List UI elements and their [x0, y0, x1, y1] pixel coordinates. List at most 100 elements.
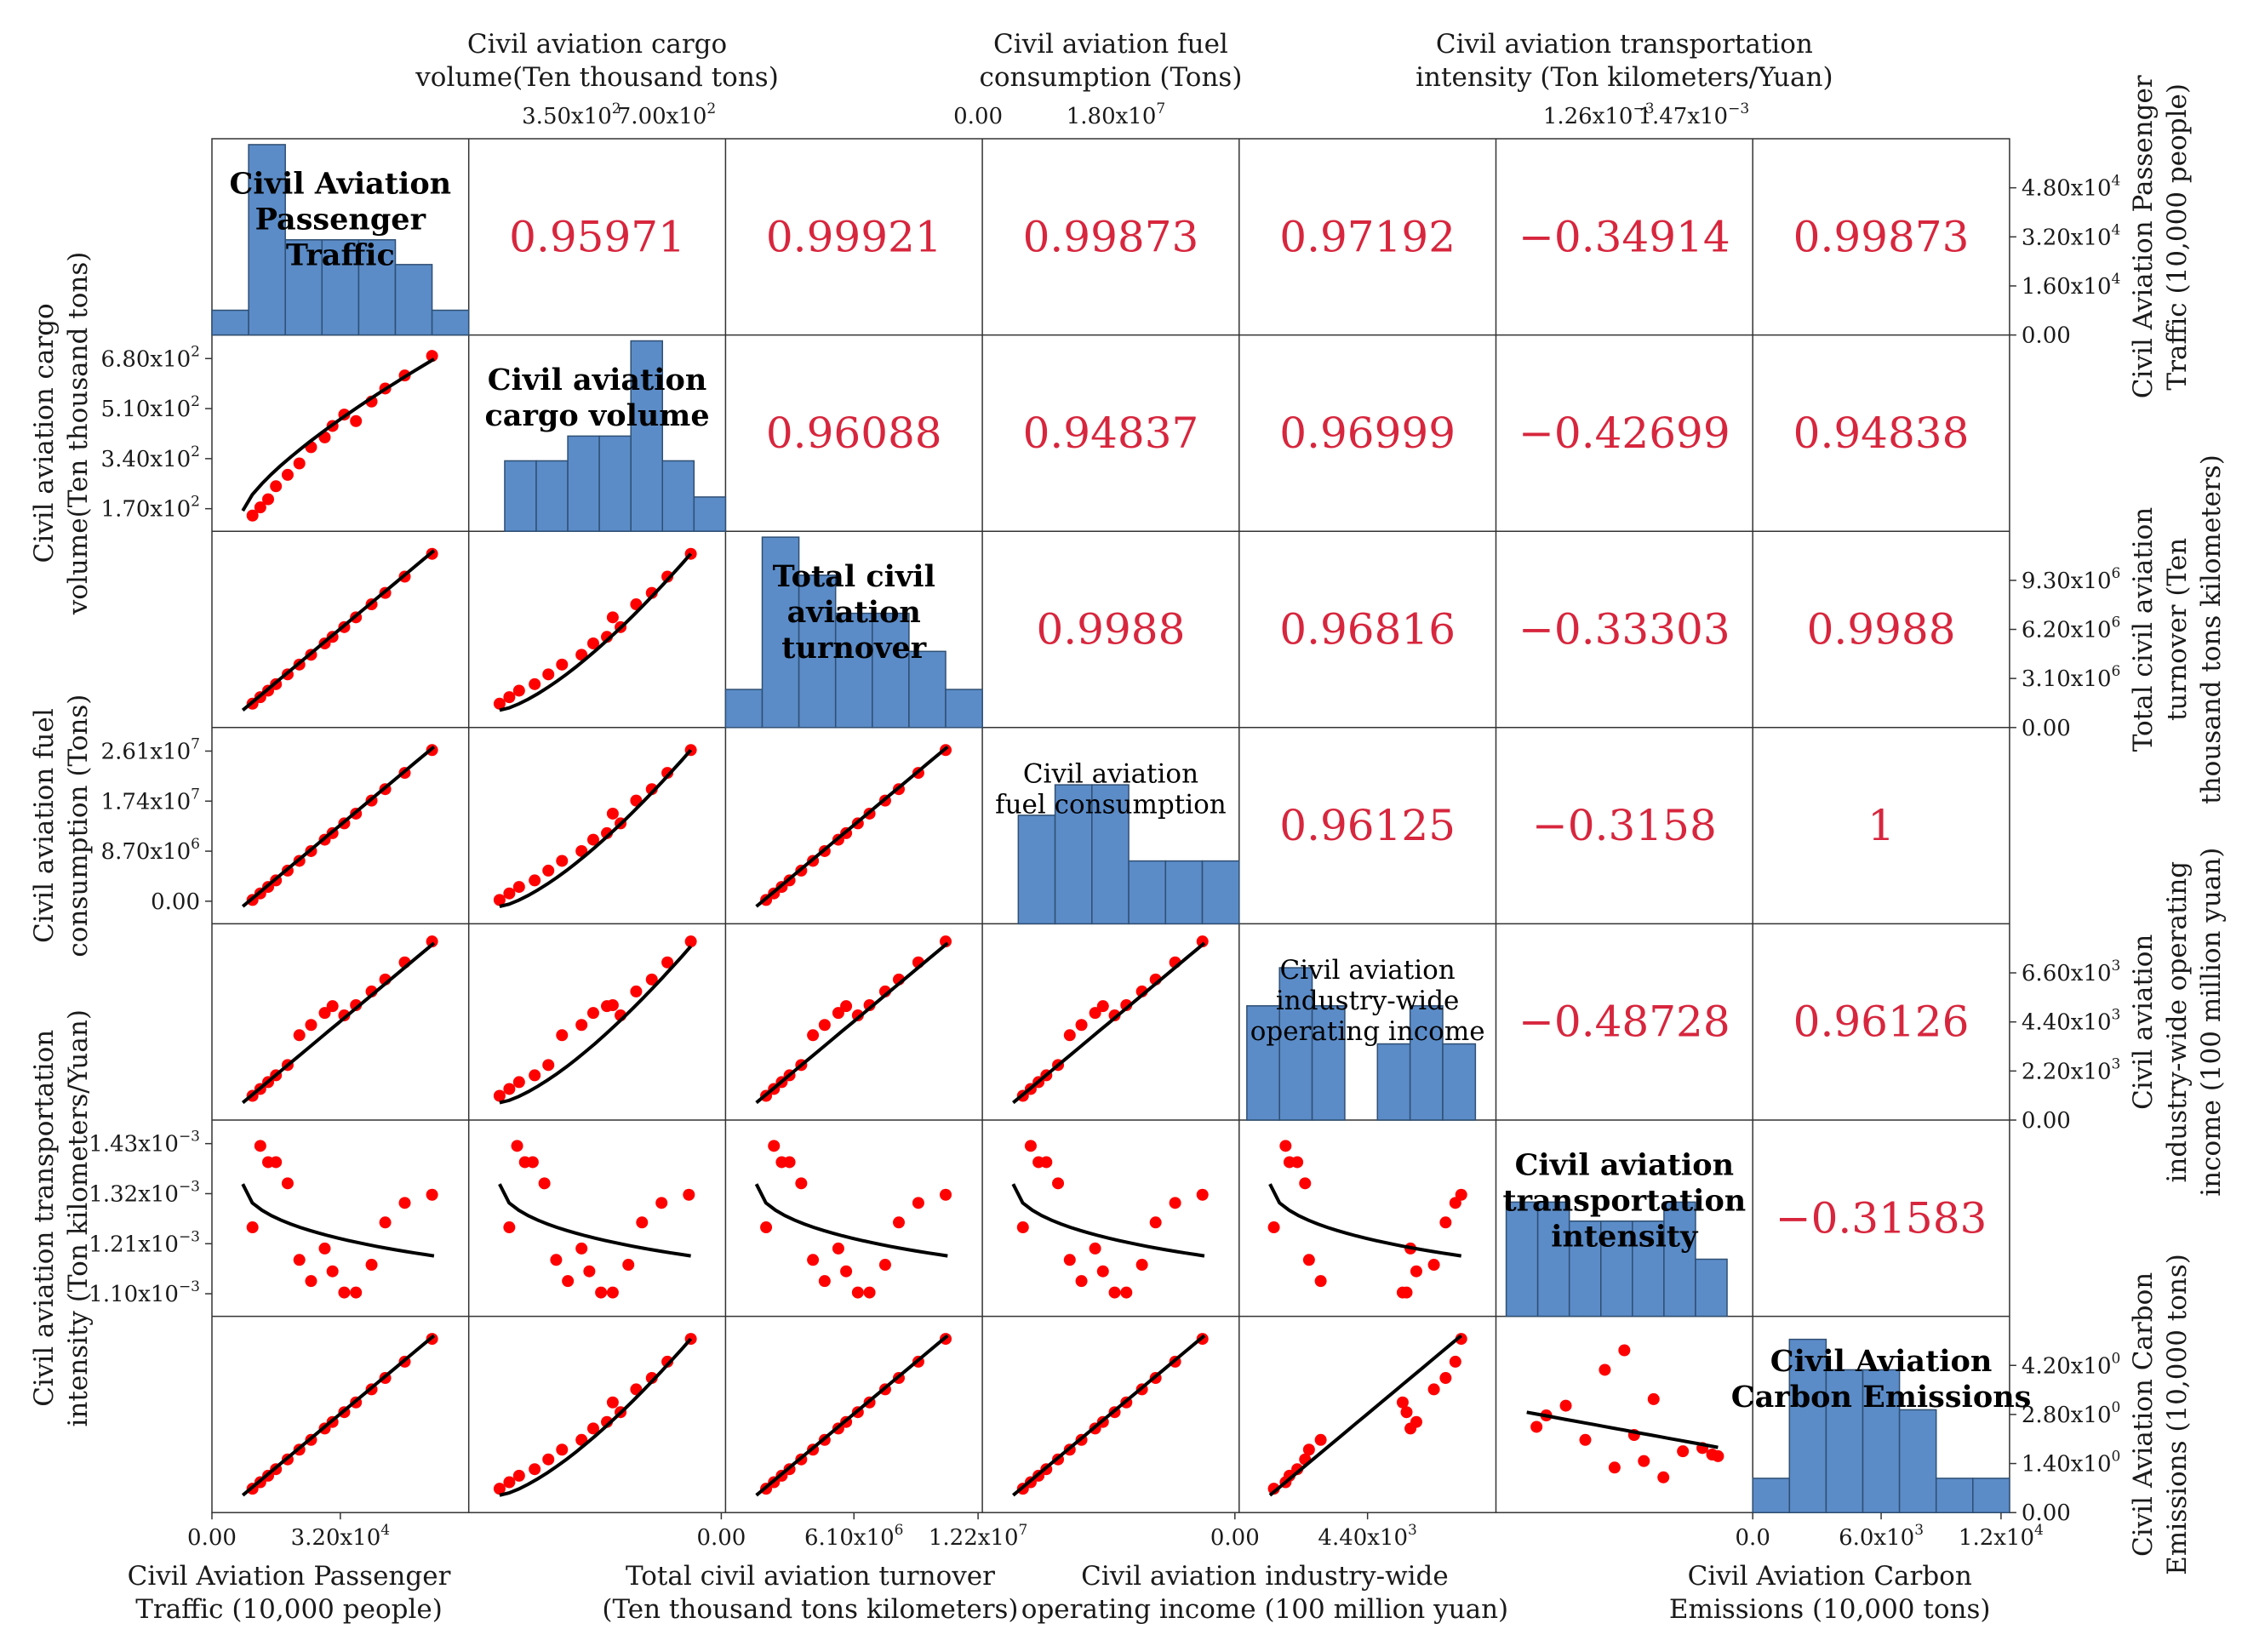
scatter-r5-c3-point-13: [1169, 1197, 1181, 1209]
left-tick-cargo-2: 3.40x102: [101, 443, 200, 472]
bottom-tick-carbon-1-exponent: 3: [1914, 1522, 1924, 1539]
bottom-tick-income-0: 0.00: [1210, 1525, 1260, 1551]
scatter-r5-c1-point-7: [575, 1242, 588, 1255]
bottom-label-turnover-0: Total civil aviation turnover: [626, 1561, 995, 1592]
scatter-r3-c1-point-10: [606, 807, 619, 820]
scatter-r6-c5-point-12: [1599, 1363, 1611, 1376]
right-tick-carbon-2: 1.40x100: [2022, 1449, 2120, 1478]
bottom-label-income-0: Civil aviation industry-wide: [1081, 1561, 1449, 1592]
scatter-r6-c4: [1267, 1333, 1467, 1497]
scatter-r5-c0-point-9: [338, 1286, 351, 1299]
bottom-tick-income-1-exponent: 3: [1408, 1522, 1417, 1539]
scatter-r6-c5-point-1: [1559, 1399, 1572, 1412]
histogram-3-bar-3: [1128, 860, 1167, 925]
scatter-r6-c1-point-7: [586, 1422, 599, 1435]
scatter-r5-c3-fit-line: [1011, 1183, 1205, 1258]
histogram-4-bar-1: [1278, 967, 1313, 1121]
right-tick-passenger-2: 1.60x104: [2022, 271, 2120, 300]
corr-r2-c4: 0.96816: [1279, 605, 1456, 655]
left-tick-intensity-1: 1.32x10−3: [89, 1178, 200, 1207]
right-tick-carbon-2-base: 1.40x10: [2022, 1452, 2112, 1478]
scatter-r5-c0-point-6: [305, 1275, 317, 1288]
scatter-r5-c2-point-14: [940, 1188, 952, 1201]
scatter-r5-c2-point-7: [832, 1242, 844, 1255]
left-tick-cargo-3: 1.70x102: [101, 494, 200, 523]
histogram-5-bar-5: [1663, 1201, 1696, 1318]
scatter-r5-c4-point-11: [1427, 1259, 1440, 1272]
scatter-r6-c4-point-12: [1439, 1372, 1452, 1385]
right-tick-income-1-exponent: 3: [2112, 1007, 2121, 1024]
scatter-r6-c4-point-13: [1449, 1355, 1461, 1368]
scatter-r5-c0-point-1: [254, 1140, 266, 1152]
scatter-r5-c1-point-14: [683, 1188, 695, 1201]
scatter-r5-c0-point-11: [365, 1259, 378, 1272]
scatter-r3-c1-point-0: [493, 894, 506, 906]
scatter-r5-c2-point-10: [863, 1286, 876, 1299]
histogram-1-label-1: cargo volume: [484, 398, 709, 433]
scatter-r6-c1-point-3: [529, 1463, 541, 1476]
bottom-tick-turnover-0-base: 0.00: [696, 1525, 746, 1551]
scatter-r5-c2-point-11: [878, 1259, 891, 1272]
histogram-2-bar-5: [908, 650, 947, 729]
bottom-tick-turnover-0: 0.00: [696, 1525, 746, 1551]
histogram-2-label-1: aviation: [787, 595, 921, 630]
scatter-r5-c0-point-3: [270, 1156, 283, 1169]
scatter-r5-c3-point-11: [1135, 1259, 1148, 1272]
histogram-5-bar-6: [1695, 1258, 1728, 1318]
left-label-fuel-1: consumption (Tons): [63, 695, 94, 957]
scatter-r6-c1-point-0: [493, 1483, 506, 1495]
right-tick-turnover-0-exponent: 6: [2112, 565, 2121, 582]
corr-r1-c4: 0.96999: [1279, 409, 1456, 458]
histogram-2-bar-6: [945, 689, 983, 729]
scatter-r3-c1-point-13: [661, 767, 674, 780]
scatter-r5-c0-point-8: [326, 1265, 339, 1278]
left-tick-intensity-0-exponent: −3: [179, 1129, 200, 1146]
scatter-r5-c3-point-4: [1052, 1177, 1065, 1190]
histogram-1-bar-6: [693, 496, 727, 532]
scatter-r5-c0-point-5: [293, 1254, 306, 1266]
scatter-r6-c3-fit-line: [1012, 1334, 1206, 1497]
scatter-r1-c0-point-0: [246, 509, 259, 522]
scatter-r6-c2-fit-line: [755, 1334, 949, 1497]
scatter-r4-c3-point-6: [1075, 1019, 1088, 1032]
scatter-r5-c0-point-10: [350, 1286, 363, 1299]
right-tick-passenger-1: 3.20x104: [2022, 221, 2120, 250]
scatter-r5-c1-fit-line: [498, 1183, 691, 1258]
bottom-tick-carbon-2: 1.2x104: [1959, 1522, 2044, 1551]
scatter-r6-c4-point-6: [1314, 1433, 1327, 1446]
scatter-r5-c1-point-0: [503, 1221, 516, 1234]
right-tick-income-2-exponent: 3: [2112, 1055, 2121, 1072]
scatter-panels: [241, 350, 1724, 1497]
corr-r0-c5: −0.34914: [1518, 212, 1730, 261]
scatter-r5-c3-point-7: [1089, 1242, 1101, 1255]
histogram-0-label-1: Passenger: [255, 203, 426, 237]
scatter-r5-c3-point-8: [1096, 1265, 1109, 1278]
scatter-r5-c1-point-11: [622, 1259, 635, 1272]
right-tick-passenger-0-exponent: 4: [2112, 173, 2121, 190]
corr-r0-c6: 0.99873: [1793, 212, 1970, 261]
right-tick-passenger-3-base: 0.00: [2022, 323, 2071, 349]
scatter-r5-c2-fit-line: [754, 1183, 948, 1258]
scatter-r4-c1-point-0: [493, 1089, 506, 1102]
bottom-label-income-1: operating income (100 million yuan): [1021, 1594, 1508, 1625]
scatter-r6-c0-fit-line: [241, 1334, 436, 1497]
scatter-r6-c5-point-14: [1647, 1392, 1660, 1405]
scatter-r6-c5-point-7: [1657, 1471, 1670, 1483]
top-tick-intensity-0-base: 1.26x10: [1543, 104, 1633, 129]
right-tick-income-3-base: 0.00: [2022, 1108, 2071, 1134]
right-tick-passenger-1-base: 3.20x10: [2022, 225, 2112, 250]
histogram-6-bar-0: [1752, 1478, 1791, 1513]
right-label-income-1: industry-wide operating: [2162, 861, 2193, 1183]
right-label-passenger-0: Civil Aviation Passenger: [2128, 75, 2159, 398]
top-tick-intensity-0-exponent: −3: [1633, 100, 1654, 117]
bottom-tick-income-0-base: 0.00: [1210, 1525, 1260, 1551]
scatter-r4-c2-fit-line: [755, 941, 949, 1105]
scatter-r5-c4-point-14: [1455, 1188, 1467, 1201]
histogram-1-bar-3: [598, 435, 632, 532]
right-tick-income-2-base: 2.20x10: [2022, 1059, 2112, 1084]
scatter-r4-c1-point-14: [684, 935, 697, 948]
histogram-0-bar-5: [394, 264, 433, 336]
